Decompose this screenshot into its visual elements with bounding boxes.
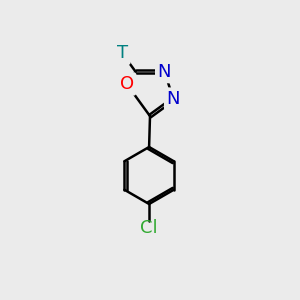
Text: O: O — [119, 75, 134, 93]
Text: Cl: Cl — [140, 219, 158, 237]
Text: N: N — [167, 90, 180, 108]
Text: T: T — [117, 44, 128, 62]
Text: N: N — [158, 63, 171, 81]
